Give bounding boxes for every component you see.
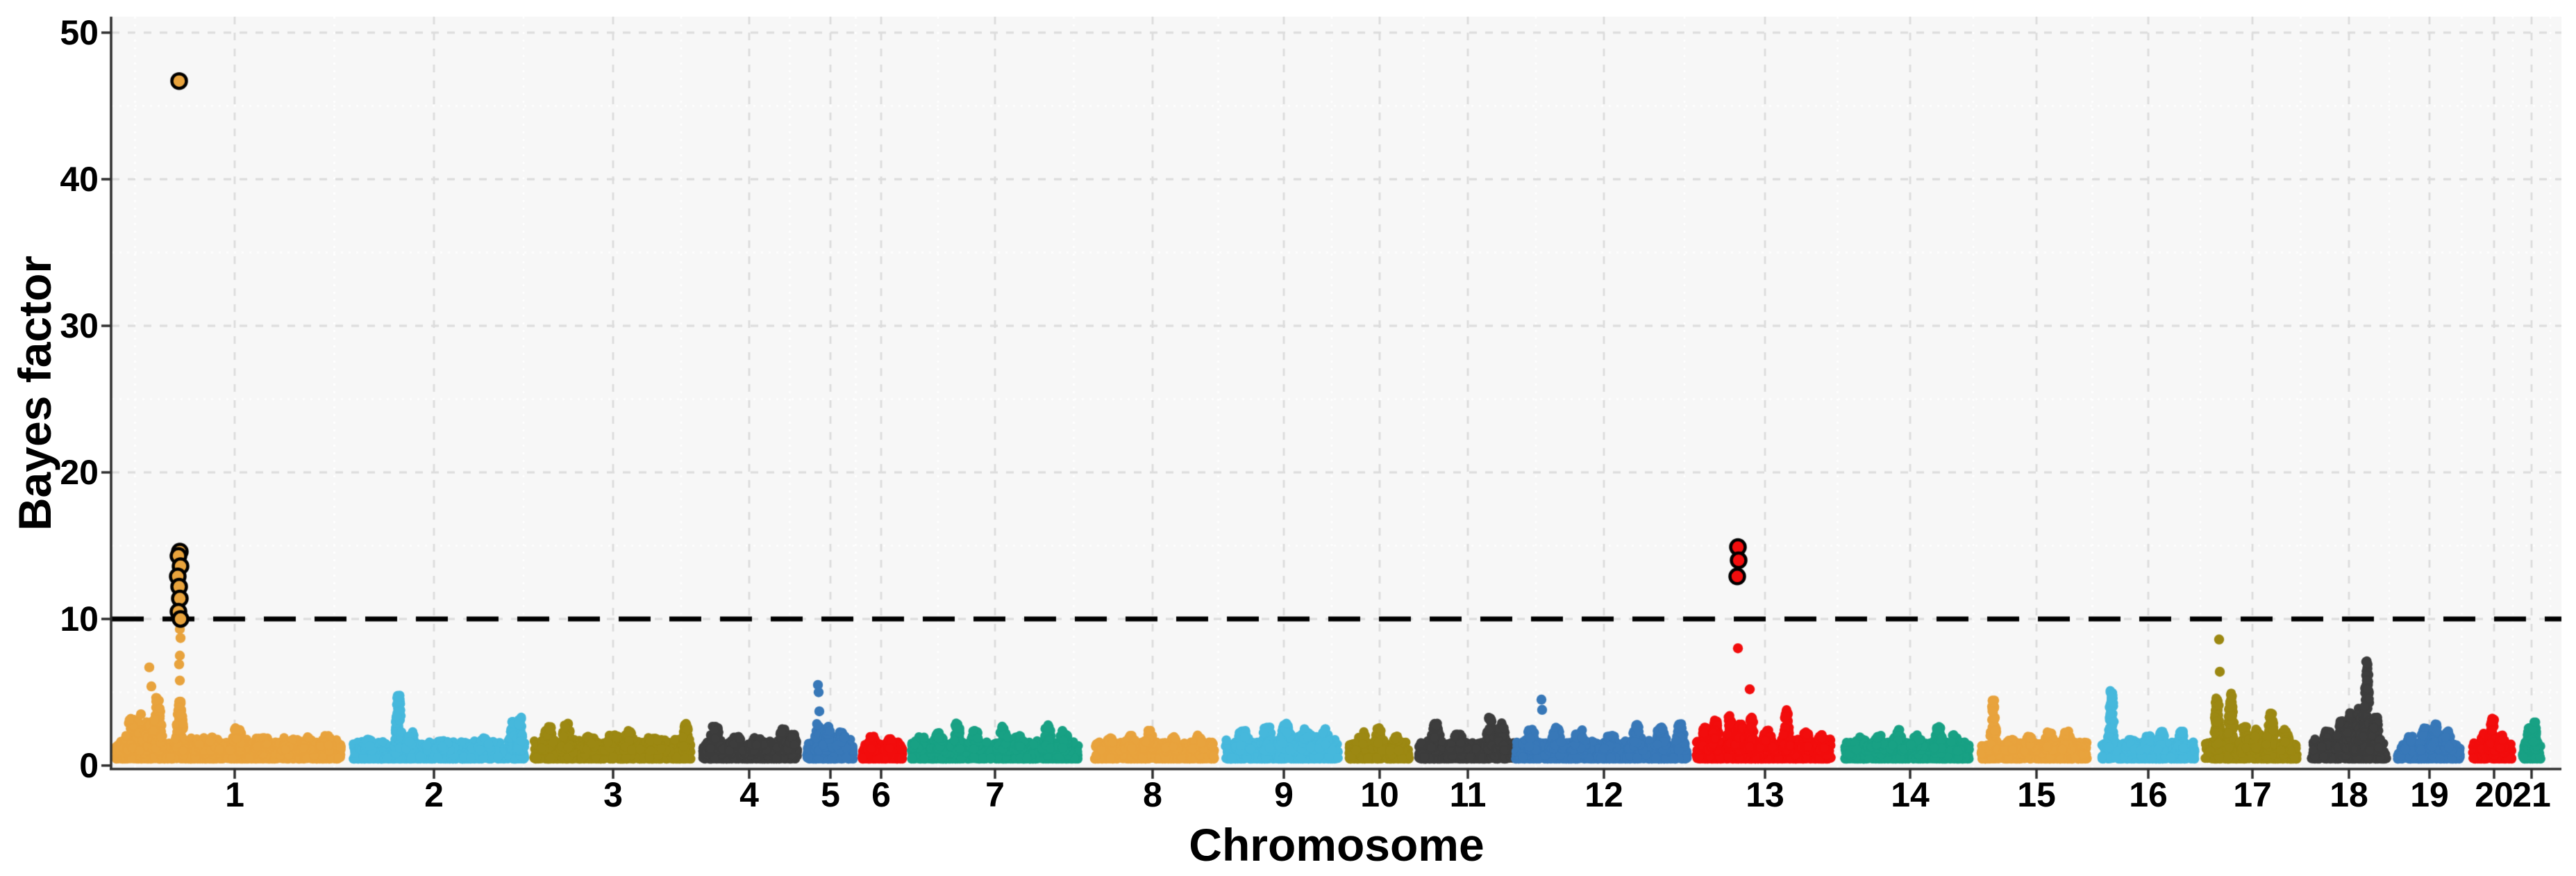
y-tick-label: 30 xyxy=(60,306,99,345)
x-tick-label: 5 xyxy=(821,775,840,814)
x-tick-label: 2 xyxy=(424,775,444,814)
x-axis-title: Chromosome xyxy=(1189,819,1484,870)
x-tick-label: 13 xyxy=(1746,775,1784,814)
y-tick-label: 20 xyxy=(60,453,99,492)
x-tick-label: 12 xyxy=(1584,775,1623,814)
x-tick-label: 18 xyxy=(2330,775,2368,814)
y-tick-label: 50 xyxy=(60,13,99,52)
x-tick-label: 15 xyxy=(2017,775,2056,814)
x-tick-label: 20 xyxy=(2475,775,2514,814)
x-tick-label: 9 xyxy=(1274,775,1294,814)
x-tick-label: 17 xyxy=(2233,775,2272,814)
x-tick-label: 11 xyxy=(1449,775,1487,814)
x-tick-label: 4 xyxy=(739,775,759,814)
y-tick-label: 0 xyxy=(79,746,99,785)
y-tick-label: 10 xyxy=(60,600,99,638)
x-tick-label: 16 xyxy=(2129,775,2168,814)
x-tick-label: 3 xyxy=(603,775,623,814)
x-tick-label: 8 xyxy=(1143,775,1162,814)
x-tick-label: 1 xyxy=(225,775,244,814)
y-tick-label: 40 xyxy=(60,160,99,199)
x-tick-label: 19 xyxy=(2410,775,2449,814)
x-tick-label: 21 xyxy=(2512,775,2551,814)
x-tick-label: 6 xyxy=(871,775,891,814)
x-tick-label: 7 xyxy=(985,775,1005,814)
x-tick-label: 14 xyxy=(1891,775,1930,814)
x-tick-label: 10 xyxy=(1360,775,1399,814)
